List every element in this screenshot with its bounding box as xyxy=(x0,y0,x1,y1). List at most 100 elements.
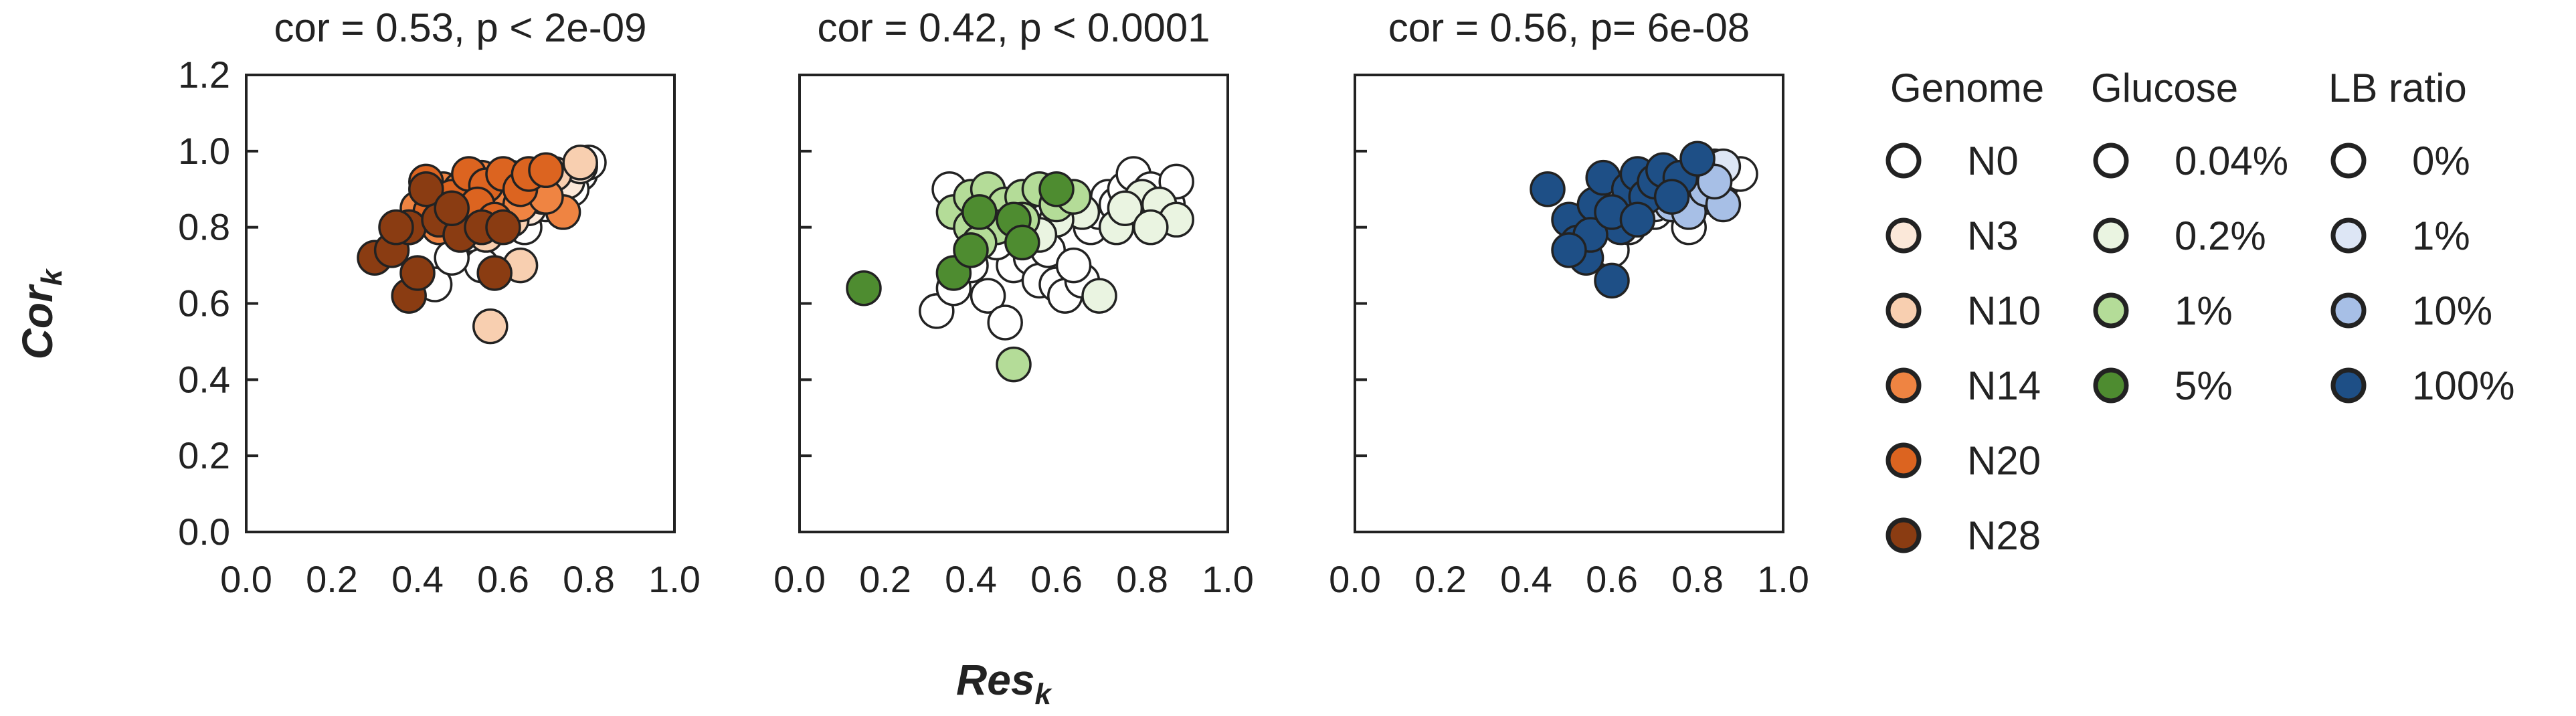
x-tick-label: 1.0 xyxy=(648,558,701,600)
x-tick-label: 0.2 xyxy=(859,558,911,600)
legend-marker xyxy=(1885,217,1922,254)
data-point xyxy=(472,308,509,345)
x-tick-label: 0.4 xyxy=(391,558,444,600)
x-tick-label: 0.0 xyxy=(1329,558,1381,600)
data-point xyxy=(1594,262,1630,299)
data-point xyxy=(1081,278,1117,314)
legend-marker xyxy=(2330,217,2367,254)
legend-marker xyxy=(2093,217,2129,254)
x-tick-label: 0.4 xyxy=(945,558,997,600)
x-tick-label: 0.6 xyxy=(1030,558,1083,600)
y-axis-label: Cork xyxy=(13,268,68,359)
y-tick-label: 0.4 xyxy=(178,358,230,400)
legend-marker xyxy=(2330,143,2367,179)
series-4 xyxy=(846,171,1075,306)
data-point xyxy=(1679,141,1716,177)
x-tick-label: 0.8 xyxy=(563,558,615,600)
y-tick-label: 0.0 xyxy=(178,511,230,553)
legend-label: 100% xyxy=(2412,363,2514,408)
x-axis-label: Resk xyxy=(956,656,1052,711)
y-tick-label: 0.6 xyxy=(178,282,230,325)
legend-label: 0.04% xyxy=(2175,139,2288,183)
panel-title: cor = 0.56, p= 6e-08 xyxy=(1388,5,1750,50)
legend-marker xyxy=(2093,367,2129,404)
y-tick-label: 1.2 xyxy=(178,54,230,96)
legend-label: 10% xyxy=(2412,288,2492,333)
x-tick-label: 0.2 xyxy=(1414,558,1467,600)
legend-label: N0 xyxy=(1967,139,2019,183)
data-point xyxy=(485,209,521,246)
data-point xyxy=(1055,247,1092,284)
panel-2: cor = 0.42, p < 0.0001 0.0 0.2 0.4 0.6 0.8 1.0 xyxy=(773,5,1254,600)
data-point xyxy=(562,145,598,181)
x-tick-label: 0.6 xyxy=(1586,558,1638,600)
legend-label: N28 xyxy=(1967,513,2041,558)
legend-marker xyxy=(2330,367,2367,404)
panel-3: cor = 0.56, p= 6e-08 0.0 0.2 0.4 0.6 0.8 1.0 xyxy=(1329,5,1809,600)
panel-1: cor = 0.53, p < 2e-09 0.0 0.2 0.4 0.6 0.8 1.0 1… xyxy=(178,5,701,600)
x-tick-label: 1.0 xyxy=(1202,558,1254,600)
data-point xyxy=(476,255,513,291)
x-tick-label: 0.4 xyxy=(1500,558,1552,600)
legend-title: LB ratio xyxy=(2328,66,2467,110)
x-tick-label: 1.0 xyxy=(1757,558,1809,600)
legend-title: Glucose xyxy=(2091,66,2238,110)
x-tick-label: 0.0 xyxy=(220,558,272,600)
y-tick-label: 1.0 xyxy=(178,130,230,172)
y-axis-label-sub: k xyxy=(35,268,68,286)
legend-label: 5% xyxy=(2175,363,2233,408)
data-point xyxy=(1107,190,1143,226)
x-tick-label: 0.0 xyxy=(773,558,826,600)
data-point xyxy=(1653,179,1690,215)
plot-frame xyxy=(1354,74,1784,533)
legend-marker xyxy=(2330,292,2367,329)
plot-frame xyxy=(245,74,676,533)
x-axis-label-main: Res xyxy=(956,656,1034,704)
legend-marker xyxy=(2093,143,2129,179)
data-point xyxy=(434,190,470,226)
legend-marker xyxy=(1885,517,1922,553)
legend-label: N20 xyxy=(1967,438,2041,483)
legend-label: 0% xyxy=(2412,139,2470,183)
panels: cor = 0.53, p < 2e-09 0.0 0.2 0.4 0.6 0.8 1.0 1… xyxy=(178,5,1809,600)
legend: Genome N0 N3 N10 N14 N20 N28 Glucose 0.04% 0.2% 1%… xyxy=(1885,66,2514,558)
legend-marker xyxy=(2093,292,2129,329)
series-4 xyxy=(1530,141,1716,299)
x-tick-label: 0.2 xyxy=(306,558,358,600)
legend-group-3: LB ratio 0% 1% 10% 100% xyxy=(2328,66,2514,408)
x-tick-label: 0.6 xyxy=(477,558,529,600)
data-point xyxy=(970,278,1006,314)
data-point xyxy=(1004,224,1040,261)
x-tick-label: 0.8 xyxy=(1671,558,1724,600)
data-point xyxy=(399,255,436,291)
legend-label: 1% xyxy=(2175,288,2233,333)
legend-label: 0.2% xyxy=(2175,213,2266,258)
data-point xyxy=(378,209,414,246)
data-point xyxy=(1530,171,1566,207)
legend-title: Genome xyxy=(1890,66,2044,110)
data-point xyxy=(987,304,1023,341)
legend-marker xyxy=(1885,292,1922,329)
legend-marker xyxy=(1885,143,1922,179)
legend-marker xyxy=(1885,442,1922,478)
panel-title: cor = 0.42, p < 0.0001 xyxy=(817,5,1210,50)
y-tick-label: 0.8 xyxy=(178,206,230,248)
y-axis-label-main: Cor xyxy=(13,284,62,359)
data-point xyxy=(408,171,444,207)
legend-label: N3 xyxy=(1967,213,2019,258)
series-6 xyxy=(357,171,521,314)
data-point xyxy=(961,194,998,230)
data-point xyxy=(846,270,882,306)
legend-group-1: Genome N0 N3 N10 N14 N20 N28 xyxy=(1885,66,2044,558)
panel-title: cor = 0.53, p < 2e-09 xyxy=(274,5,646,50)
data-point xyxy=(1038,171,1075,207)
legend-label: N14 xyxy=(1967,363,2041,408)
data-point xyxy=(953,232,989,268)
data-point xyxy=(1619,201,1656,238)
data-point xyxy=(996,346,1032,383)
legend-group-2: Glucose 0.04% 0.2% 1% 5% xyxy=(2091,66,2288,408)
data-point xyxy=(1133,209,1169,246)
legend-label: N10 xyxy=(1967,288,2041,333)
x-axis-label-sub: k xyxy=(1034,678,1052,711)
